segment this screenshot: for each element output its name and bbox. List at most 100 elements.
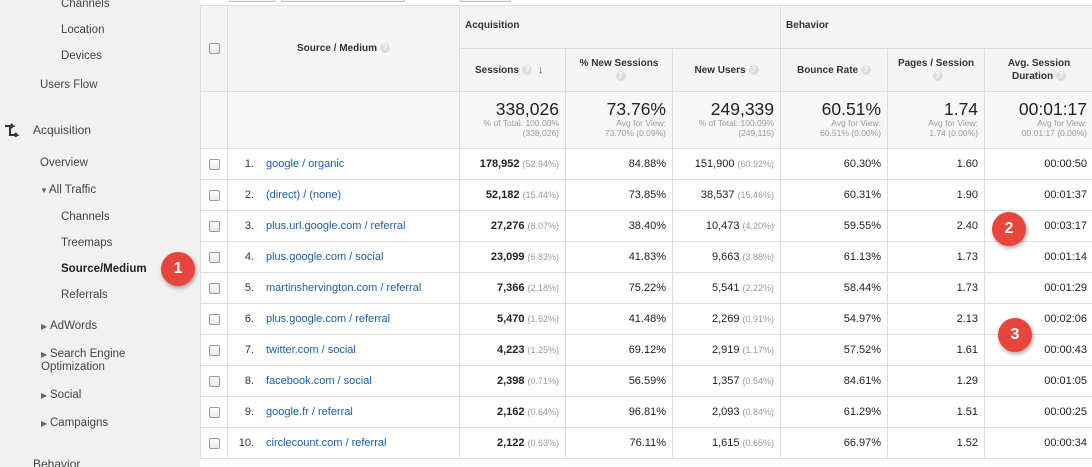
pages-session-cell: 1.73 [887, 241, 986, 273]
question-mark-icon[interactable]: ? [748, 64, 759, 75]
new-sessions-cell: 84.88% [565, 148, 673, 180]
caret-right-icon: ▶ [41, 322, 48, 331]
source-medium-link[interactable]: plus.google.com / social [266, 251, 384, 263]
toolbar-control[interactable] [281, 0, 405, 2]
source-medium-link[interactable]: google / organic [266, 158, 345, 170]
sidebar-item-overview[interactable]: Overview [40, 157, 88, 169]
sessions-pct: (52.94%) [522, 159, 559, 169]
sidebar-item-acquisition[interactable]: Acquisition [33, 123, 92, 137]
col-header-pages-session[interactable]: Pages / Session? [887, 48, 986, 92]
col-header-sessions[interactable]: Sessions? ↓ [459, 48, 566, 92]
question-mark-icon[interactable]: ? [1056, 71, 1067, 82]
row-checkbox[interactable] [208, 344, 220, 356]
total-pages-session: 1.74 Avg for View: 1.74 (0.00%) [887, 91, 986, 149]
new-sessions-cell: 73.85% [565, 179, 673, 211]
row-checkbox[interactable] [208, 189, 220, 201]
sidebar-item-referrals[interactable]: Referrals [61, 289, 108, 301]
caret-right-icon: ▶ [41, 391, 48, 400]
row-checkbox-cell [200, 365, 228, 397]
sidebar-item-campaigns[interactable]: ▶ Campaigns [0, 417, 200, 430]
new-sessions-cell: 41.48% [565, 303, 673, 335]
total-new-sessions: 73.76% Avg for View: 73.70% (0.09%) [565, 91, 673, 149]
table-row: 5. martinshervington.com / referral 7,366(… [200, 272, 1092, 304]
total-sub: % of Total: 100.00% [483, 118, 559, 128]
total-sub: 1.74 (0.00%) [929, 128, 979, 138]
sidebar-item-channels[interactable]: Channels [61, 0, 110, 10]
sidebar-item-users-flow[interactable]: Users Flow [40, 79, 98, 91]
source-medium-link[interactable]: (direct) / (none) [266, 189, 342, 201]
row-checkbox[interactable] [208, 437, 220, 449]
sessions-cell: 52,182 (15.44%) [459, 179, 566, 211]
source-medium-link[interactable]: google.fr / referral [266, 406, 353, 418]
sessions-value: 4,223 [496, 344, 525, 356]
new-users-value: 2,269 [711, 313, 740, 325]
question-mark-icon[interactable]: ? [521, 64, 532, 75]
sidebar-item-label: Campaigns [50, 417, 109, 429]
source-medium-link[interactable]: plus.url.google.com / referral [266, 220, 406, 232]
source-medium-table: Source / Medium? Acquisition Behavior Se… [200, 5, 1092, 459]
total-sub: 73.70% (0.09%) [605, 128, 666, 138]
sessions-value: 23,099 [490, 251, 525, 263]
col-header-bounce-rate[interactable]: Bounce Rate? [780, 48, 889, 92]
col-header-label: Bounce Rate [796, 64, 859, 76]
sidebar-item-channels-sub[interactable]: Channels [61, 211, 110, 223]
sidebar-item-location[interactable]: Location [61, 24, 105, 36]
pages-session-cell: 1.51 [887, 396, 986, 428]
sidebar-item-seo[interactable]: ▶ Search Engine Optimization [0, 348, 160, 374]
callout-marker: 2 [992, 212, 1026, 246]
question-mark-icon[interactable]: ? [380, 43, 390, 54]
bounce-rate-cell: 57.52% [780, 334, 889, 366]
sidebar-item-source-medium[interactable]: Source/Medium [61, 263, 147, 275]
toolbar-control[interactable] [229, 0, 275, 2]
col-header-avg-duration[interactable]: Avg. Session Duration? [984, 48, 1092, 92]
new-sessions-cell: 41.83% [565, 241, 673, 273]
new-sessions-cell: 56.59% [565, 365, 673, 397]
total-value: 60.51% [821, 99, 882, 119]
bounce-rate-cell: 61.13% [780, 241, 889, 273]
source-medium-link[interactable]: twitter.com / social [266, 344, 356, 356]
avg-duration-cell: 00:01:29 [984, 272, 1092, 304]
total-bounce-rate: 60.51% Avg for View: 60.51% (0.00%) [780, 91, 889, 149]
new-sessions-cell: 96.81% [565, 396, 673, 428]
sidebar-item-behavior[interactable]: Behavior [33, 457, 81, 467]
select-all-checkbox[interactable] [208, 43, 220, 55]
toolbar-control[interactable] [460, 0, 511, 2]
source-medium-cell: 9. google.fr / referral [227, 396, 460, 428]
new-users-pct: (2.22%) [742, 283, 775, 293]
new-sessions-cell: 75.22% [565, 272, 673, 304]
row-checkbox[interactable] [208, 282, 220, 294]
sidebar-item-social[interactable]: ▶ Social [0, 389, 200, 402]
row-checkbox-cell [200, 427, 228, 459]
new-users-value: 151,900 [694, 158, 735, 170]
question-mark-icon[interactable]: ? [615, 71, 626, 82]
avg-duration-cell: 00:00:50 [984, 148, 1092, 180]
row-checkbox[interactable] [208, 251, 220, 263]
sidebar-item-treemaps[interactable]: Treemaps [61, 237, 113, 249]
new-users-cell: 9,663 (3.88%) [671, 241, 782, 273]
col-header-source-medium[interactable]: Source / Medium? [227, 5, 460, 92]
new-users-cell: 151,900 (60.92%) [671, 148, 782, 180]
source-medium-link[interactable]: martinshervington.com / referral [266, 282, 422, 294]
col-header-new-sessions[interactable]: % New Sessions? [565, 48, 673, 92]
new-users-value: 38,537 [700, 189, 735, 201]
sidebar-item-all-traffic[interactable]: ▼All Traffic [0, 184, 200, 197]
source-medium-link[interactable]: facebook.com / social [266, 375, 372, 387]
question-mark-icon[interactable]: ? [861, 64, 872, 75]
sort-descending-icon[interactable]: ↓ [537, 63, 544, 76]
row-checkbox[interactable] [208, 220, 220, 232]
col-header-new-users[interactable]: New Users? [671, 48, 782, 92]
sidebar-item-label: AdWords [50, 320, 98, 332]
sessions-cell: 5,470 (1.62%) [459, 303, 566, 335]
row-index: 1. [244, 158, 254, 170]
source-medium-link[interactable]: circlecount.com / referral [266, 437, 387, 449]
row-checkbox[interactable] [208, 313, 220, 325]
source-medium-link[interactable]: plus.google.com / referral [266, 313, 391, 325]
row-checkbox[interactable] [208, 158, 220, 170]
question-mark-icon[interactable]: ? [932, 71, 943, 82]
sidebar-item-devices[interactable]: Devices [61, 50, 102, 62]
sidebar-item-adwords[interactable]: ▶ AdWords [0, 320, 200, 333]
pages-session-cell: 1.61 [887, 334, 986, 366]
row-checkbox-cell [200, 272, 228, 304]
row-checkbox[interactable] [208, 375, 220, 387]
row-checkbox[interactable] [208, 406, 220, 418]
